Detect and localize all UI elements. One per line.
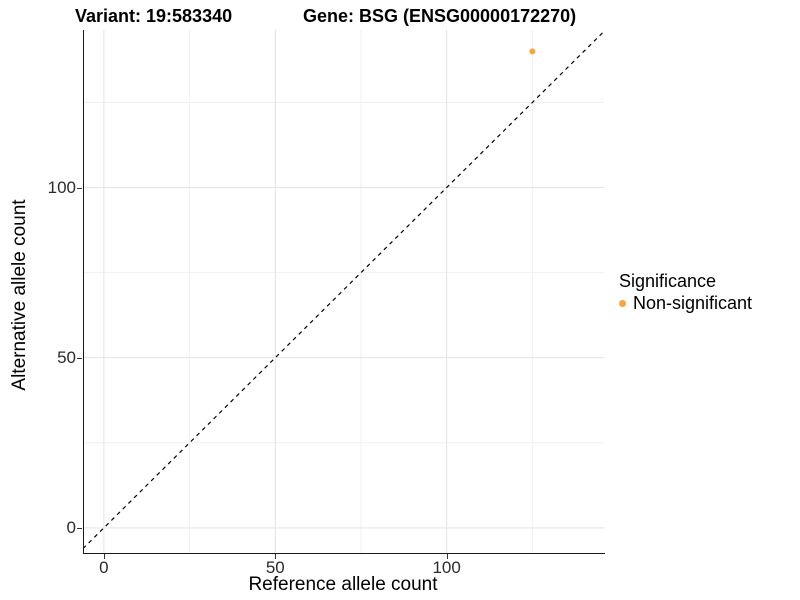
data-point	[529, 48, 536, 55]
x-tick-mark	[103, 554, 105, 559]
legend: Significance Non-significant	[619, 270, 752, 314]
plot-panel	[83, 30, 605, 554]
plot-title-variant: Variant: 19:583340	[75, 6, 233, 26]
y-tick-label: 100	[47, 177, 76, 197]
y-axis-label: Alternative allele count	[9, 199, 30, 391]
legend-items: Non-significant	[619, 292, 752, 314]
x-tick-label: 100	[432, 558, 461, 577]
plot-title-gene: Gene: BSG (ENSG00000172270)	[303, 6, 577, 26]
x-axis-label: Reference allele count	[248, 574, 438, 595]
y-tick-mark	[77, 527, 82, 529]
y-tick-label: 50	[57, 347, 76, 367]
x-tick-label: 50	[265, 558, 285, 577]
x-tick-label: 0	[99, 558, 109, 577]
legend-title: Significance	[619, 271, 717, 291]
y-tick-mark	[77, 187, 82, 189]
y-tick-mark	[77, 357, 82, 359]
x-tick-mark	[446, 554, 448, 559]
y-tick-label: 0	[66, 517, 76, 537]
x-tick-mark	[275, 554, 277, 559]
legend-entry-label: Non-significant	[633, 293, 753, 313]
identity-line	[83, 30, 605, 550]
legend-entry: Non-significant	[619, 292, 752, 314]
legend-key-dot-icon	[619, 299, 626, 307]
